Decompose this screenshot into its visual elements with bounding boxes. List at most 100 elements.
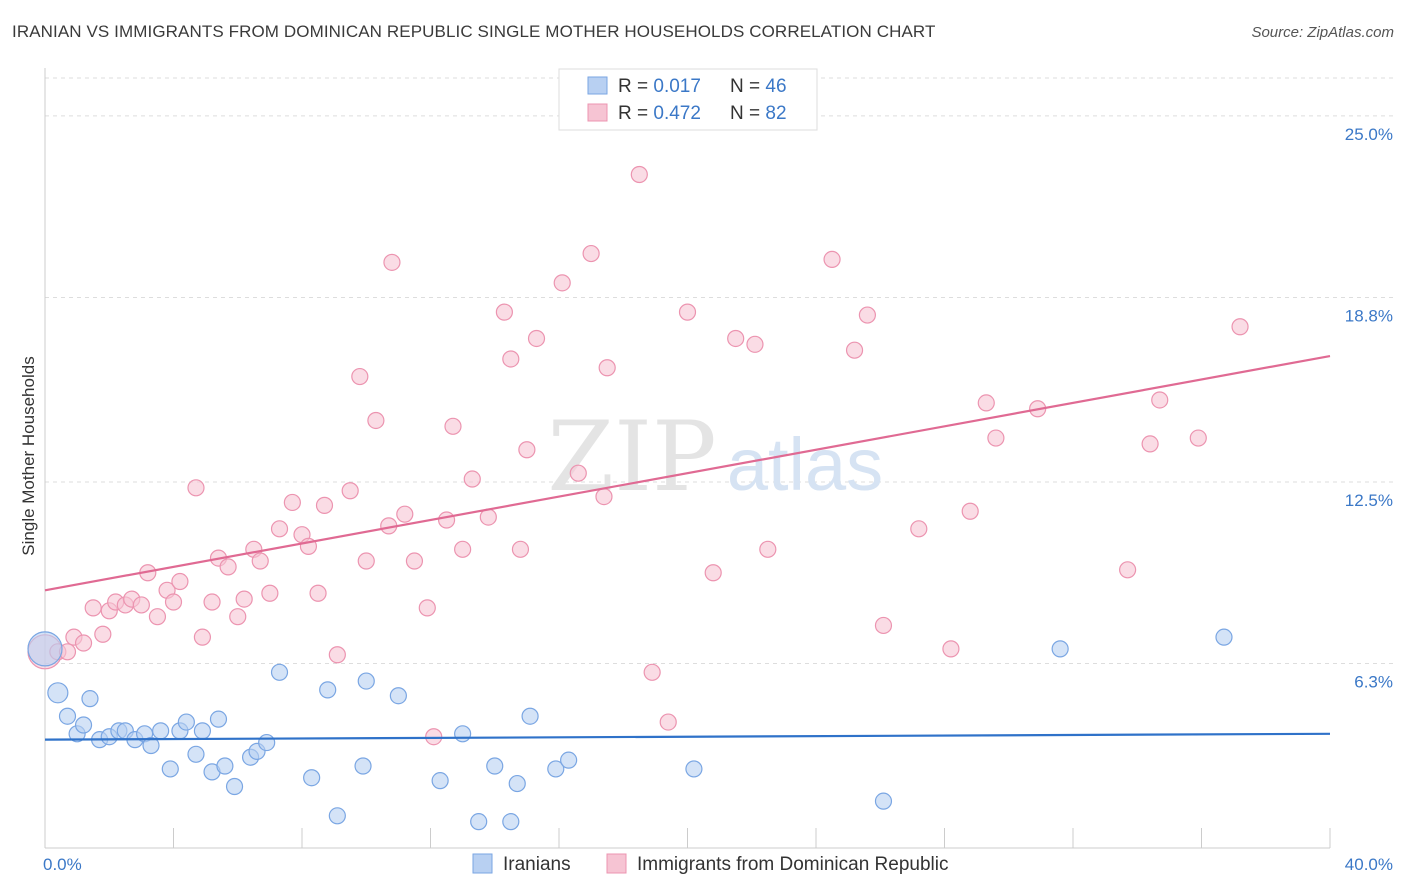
data-point-dominican <box>874 616 893 635</box>
legend-r-label: R = <box>618 76 653 97</box>
source-label: Source: ZipAtlas.com <box>1251 24 1394 41</box>
data-point-dominican <box>219 558 237 576</box>
x-tick-label: 0.0% <box>43 855 82 874</box>
data-point-dominican <box>961 502 979 520</box>
data-point-dominican <box>502 350 520 368</box>
data-point-dominican <box>518 441 536 459</box>
data-point-dominican <box>746 335 764 353</box>
data-point-dominican <box>164 593 183 611</box>
zipatlas-watermark: ZIP atlas <box>547 401 883 513</box>
data-point-iranians <box>27 631 63 667</box>
data-point-dominican <box>569 464 587 482</box>
data-point-iranians <box>47 682 69 704</box>
svg-text:N = 46: N = 46 <box>730 76 787 97</box>
data-point-dominican <box>910 520 928 538</box>
data-point-dominican <box>977 394 995 412</box>
data-point-dominican <box>987 429 1005 447</box>
data-point-iranians <box>431 772 449 790</box>
data-point-dominican <box>328 646 346 664</box>
data-point-iranians <box>470 813 488 831</box>
legend-swatch-iranians <box>587 76 608 95</box>
data-point-iranians <box>521 707 539 725</box>
data-point-iranians <box>193 722 212 740</box>
legend-n-label: N = <box>730 76 765 97</box>
data-point-dominican <box>193 628 212 646</box>
trend-line-dominican <box>44 354 1331 592</box>
y-tick-label: 6.3% <box>1354 673 1393 692</box>
data-point-dominican <box>437 511 456 529</box>
data-point-iranians <box>258 733 276 752</box>
data-point-iranians <box>357 672 375 690</box>
tick-labels: 6.3% 12.5% 18.8% 25.0% 0.0% 40.0% <box>43 125 1393 874</box>
bottom-legend-label-dominican: Immigrants from Dominican Republic <box>637 854 949 875</box>
data-point-dominican <box>84 599 102 617</box>
legend-r-value: 0.472 <box>653 103 701 124</box>
data-point-dominican <box>351 367 369 386</box>
data-point-iranians <box>74 716 93 734</box>
bottom-legend-label-iranians: Iranians <box>503 854 571 875</box>
bottom-legend-swatch-dominican <box>606 853 627 874</box>
data-point-dominican <box>357 552 375 570</box>
data-point-iranians <box>354 757 372 775</box>
data-point-dominican <box>454 540 472 558</box>
y-tick-label: 18.8% <box>1345 306 1393 325</box>
data-point-dominican <box>659 713 677 731</box>
y-tick-label: 12.5% <box>1345 491 1393 510</box>
data-point-iranians <box>319 681 337 699</box>
data-point-dominican <box>309 584 327 602</box>
data-point-iranians <box>560 751 578 769</box>
data-point-dominican <box>405 552 424 570</box>
trend-lines <box>44 354 1331 741</box>
y-tick-label: 25.0% <box>1345 125 1393 144</box>
data-point-iranians <box>58 707 77 725</box>
legend-box: R = 0.017 N = 46 R = 0.472 N = 82 <box>558 68 818 131</box>
data-point-iranians <box>389 687 407 705</box>
legend-r-value: 0.017 <box>653 76 701 97</box>
data-point-iranians <box>502 813 520 831</box>
data-point-dominican <box>367 411 385 430</box>
data-point-iranians <box>328 807 346 825</box>
data-point-iranians <box>142 736 160 755</box>
data-point-dominican <box>1119 561 1137 579</box>
data-point-dominican <box>598 359 616 377</box>
data-point-dominican <box>1151 391 1169 409</box>
data-point-iranians <box>81 690 99 708</box>
data-point-dominican <box>858 306 877 324</box>
data-point-iranians <box>454 725 472 743</box>
data-point-dominican <box>444 417 462 435</box>
data-point-dominican <box>251 552 269 570</box>
data-point-dominican <box>270 520 289 538</box>
data-point-iranians <box>508 774 526 793</box>
data-point-dominican <box>1141 435 1159 453</box>
data-point-dominican <box>283 493 301 512</box>
legend-r-label: R = <box>618 103 653 124</box>
data-point-dominican <box>1231 318 1249 336</box>
data-point-iranians <box>209 710 228 728</box>
data-point-dominican <box>74 634 93 652</box>
data-point-dominican <box>187 479 205 497</box>
data-point-dominican <box>595 488 613 506</box>
legend-n-value: 46 <box>765 76 786 97</box>
trend-line-iranians <box>44 732 1331 741</box>
data-point-iranians <box>1051 640 1069 658</box>
data-point-iranians <box>216 757 234 775</box>
data-point-dominican <box>94 625 112 643</box>
data-point-dominican <box>582 244 600 263</box>
svg-text:R = 0.017: R = 0.017 <box>618 76 701 97</box>
data-point-iranians <box>874 792 893 810</box>
data-point-dominican <box>553 274 571 292</box>
bottom-legend: Iranians Immigrants from Dominican Repub… <box>472 853 949 875</box>
data-point-dominican <box>495 303 513 321</box>
data-point-dominican <box>527 329 546 348</box>
data-point-dominican <box>511 540 530 558</box>
data-point-dominican <box>1189 429 1207 447</box>
data-point-dominican <box>261 584 279 602</box>
legend-n-label: N = <box>730 103 765 124</box>
data-point-dominican <box>229 608 247 626</box>
legend-swatch-dominican <box>587 103 608 122</box>
data-point-dominican <box>845 341 864 359</box>
data-point-dominican <box>235 590 253 608</box>
data-point-dominican <box>341 482 359 500</box>
data-point-iranians <box>161 760 179 778</box>
